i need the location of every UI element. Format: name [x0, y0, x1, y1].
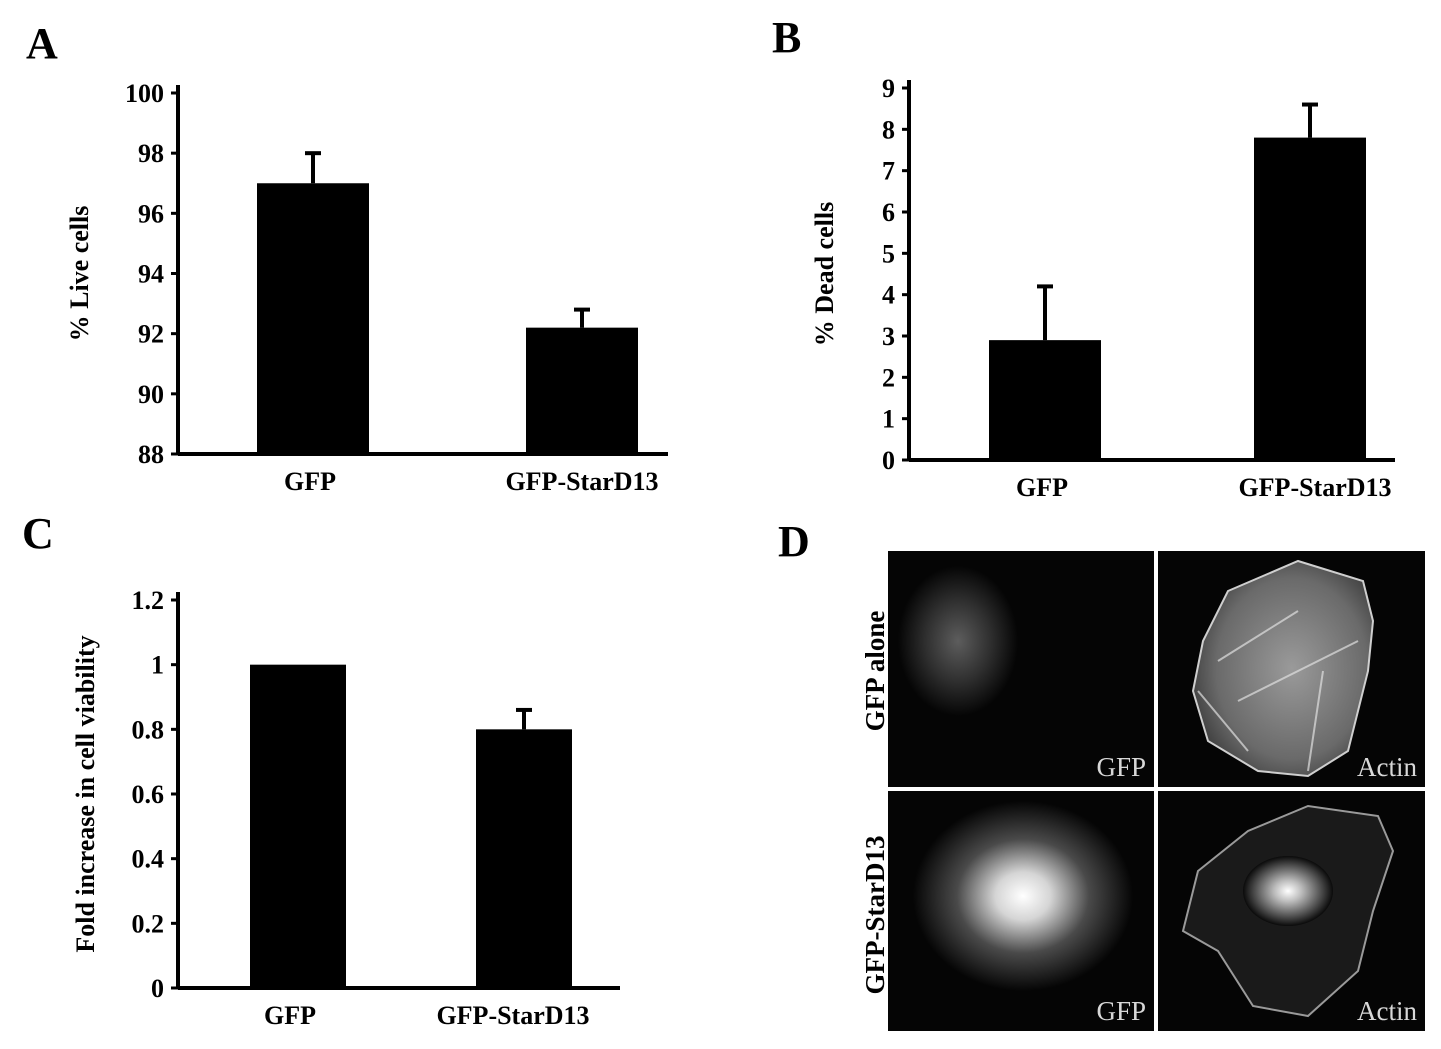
chart-c-y-tick-label: 1.2 [132, 586, 165, 615]
chart-c-category-label: GFP-StarD13 [436, 1001, 589, 1030]
tile-label: Actin [1357, 752, 1417, 782]
chart-b-y-tick-label: 5 [882, 239, 895, 268]
panel-letter-c: C [22, 509, 54, 558]
chart-c-bar [250, 664, 346, 988]
chart-a-y-tick-label: 92 [138, 320, 164, 349]
chart-b-y-tick-label: 0 [882, 446, 895, 475]
chart-b-category-label: GFP-StarD13 [1238, 473, 1391, 502]
chart-b-y-tick-label: 6 [882, 198, 895, 227]
chart-b-y-tick-label: 7 [882, 157, 895, 186]
chart-b-bar [989, 340, 1101, 460]
tile-label: GFP [1096, 996, 1146, 1026]
chart-b-y-tick-label: 8 [882, 115, 895, 144]
micrograph-gfp-alone-actin: Actin [1158, 551, 1425, 787]
micrograph-grid: GFP Actin [888, 551, 1425, 1031]
chart-b-y-tick-label: 3 [882, 322, 895, 351]
chart-b-y-tick-label: 2 [882, 363, 895, 392]
chart-a-bar [526, 327, 638, 454]
chart-c-y-tick-label: 1 [151, 651, 164, 680]
chart-c-y-tick-label: 0.4 [132, 845, 165, 874]
row-label-gfp-stard13: GFP-StarD13 [860, 835, 890, 995]
panel-letter-b: B [772, 13, 802, 62]
chart-a-y-tick-label: 88 [138, 440, 164, 469]
chart-a-y-label: % Live cells [65, 206, 94, 342]
chart-c-y-tick-label: 0.6 [132, 780, 165, 809]
chart-b-y-tick-label: 9 [882, 74, 895, 103]
chart-c-y-tick-label: 0.8 [132, 715, 165, 744]
row-label-gfp-alone: GFP alone [860, 610, 890, 732]
chart-c-category-label: GFP [264, 1001, 316, 1030]
chart-c-y-label: Fold increase in cell viability [71, 635, 100, 952]
chart-a-y-tick-label: 90 [138, 380, 164, 409]
micrograph-gfp-alone-gfp: GFP [888, 551, 1154, 787]
chart-b-y-tick-label: 4 [882, 281, 895, 310]
chart-a-category-label: GFP-StarD13 [505, 467, 658, 496]
chart-a-y-tick-label: 98 [138, 139, 164, 168]
cell-image-gfp-stard13-actin [1181, 804, 1395, 1018]
panel-letter-d: D [778, 517, 810, 566]
cell-image-gfp-alone-actin [1191, 559, 1375, 778]
chart-c-y-tick-label: 0 [151, 974, 164, 1003]
tile-label: Actin [1357, 996, 1417, 1026]
micrograph-gfp-stard13-actin: Actin [1158, 791, 1425, 1031]
panel-letter-a: A [26, 19, 58, 68]
chart-a-y-tick-label: 96 [138, 199, 164, 228]
chart-a-bar [257, 183, 369, 454]
micrograph-gfp-stard13-gfp: GFP [888, 791, 1154, 1031]
cell-image-gfp-alone-gfp [898, 566, 1018, 716]
chart-a-y-tick-label: 94 [138, 260, 164, 289]
cell-image-gfp-stard13-gfp [913, 801, 1133, 991]
chart-c-y-tick-label: 0.2 [132, 909, 165, 938]
chart-a-y-tick-label: 100 [125, 79, 164, 108]
chart-a-category-label: GFP [284, 467, 336, 496]
chart-b-category-label: GFP [1016, 473, 1068, 502]
chart-c-bar [476, 729, 572, 988]
chart-b-bar [1254, 137, 1366, 460]
tile-label: GFP [1096, 752, 1146, 782]
chart-b-y-label: % Dead cells [810, 202, 839, 346]
chart-b-y-tick-label: 1 [882, 405, 895, 434]
